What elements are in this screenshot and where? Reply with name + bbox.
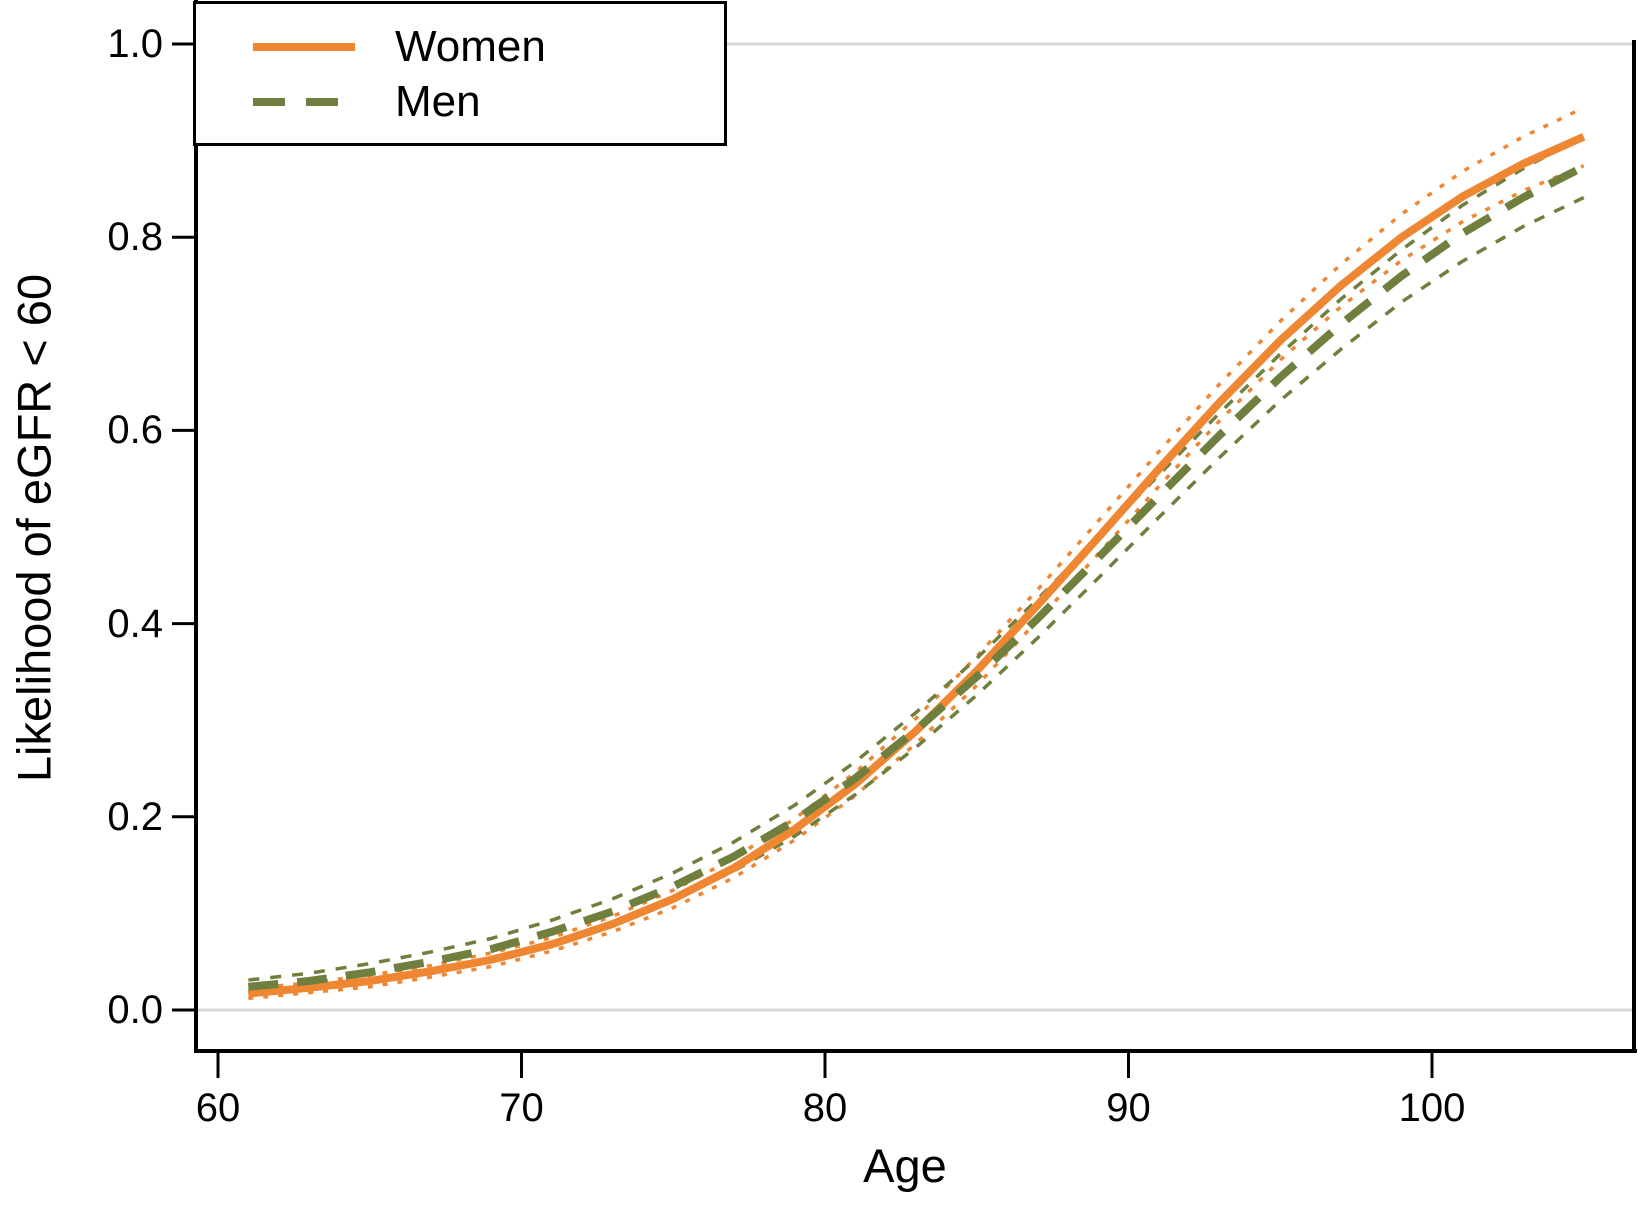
y-tick-label: 0.2 — [107, 794, 163, 839]
legend-label-women: Women — [395, 22, 546, 71]
series-line-men-lower-95-ci — [248, 196, 1585, 996]
legend-label-men: Men — [395, 77, 481, 126]
plot-border — [194, 0, 1637, 1053]
women-solid-line-icon — [253, 43, 355, 51]
gridlines — [197, 42, 1633, 1012]
x-tick-label: 70 — [499, 1086, 544, 1130]
y-tick-label: 1.0 — [107, 22, 163, 66]
series-line-women-lower-95-ci — [248, 164, 1585, 1001]
y-tick-label: 0.4 — [107, 601, 163, 646]
x-tick-label: 90 — [1106, 1086, 1151, 1130]
men-dashed-line-icon — [253, 98, 355, 106]
legend-box: Women Men — [193, 1, 727, 146]
y-axis-title: Likelihood of eGFR < 60 — [7, 273, 61, 783]
y-tick-label: 0.8 — [107, 215, 163, 260]
series-line-women-upper-95-ci — [248, 106, 1585, 991]
y-tick-label: 0.0 — [107, 988, 163, 1032]
tick-marks — [172, 42, 1434, 1078]
x-tick-label: 60 — [195, 1086, 241, 1130]
legend-entry-men: Men — [251, 80, 481, 124]
series-line-men-upper-95-ci — [248, 134, 1585, 982]
series-line-women — [247, 133, 1586, 998]
curve-lines — [247, 106, 1586, 1001]
y-tick-label: 0.6 — [107, 408, 163, 453]
legend-entry-women: Women — [251, 25, 546, 69]
x-tick-label: 80 — [802, 1086, 848, 1130]
series-line-men — [247, 163, 1586, 991]
x-axis-title: Age — [863, 1139, 947, 1192]
x-tick-label: 100 — [1398, 1086, 1466, 1130]
